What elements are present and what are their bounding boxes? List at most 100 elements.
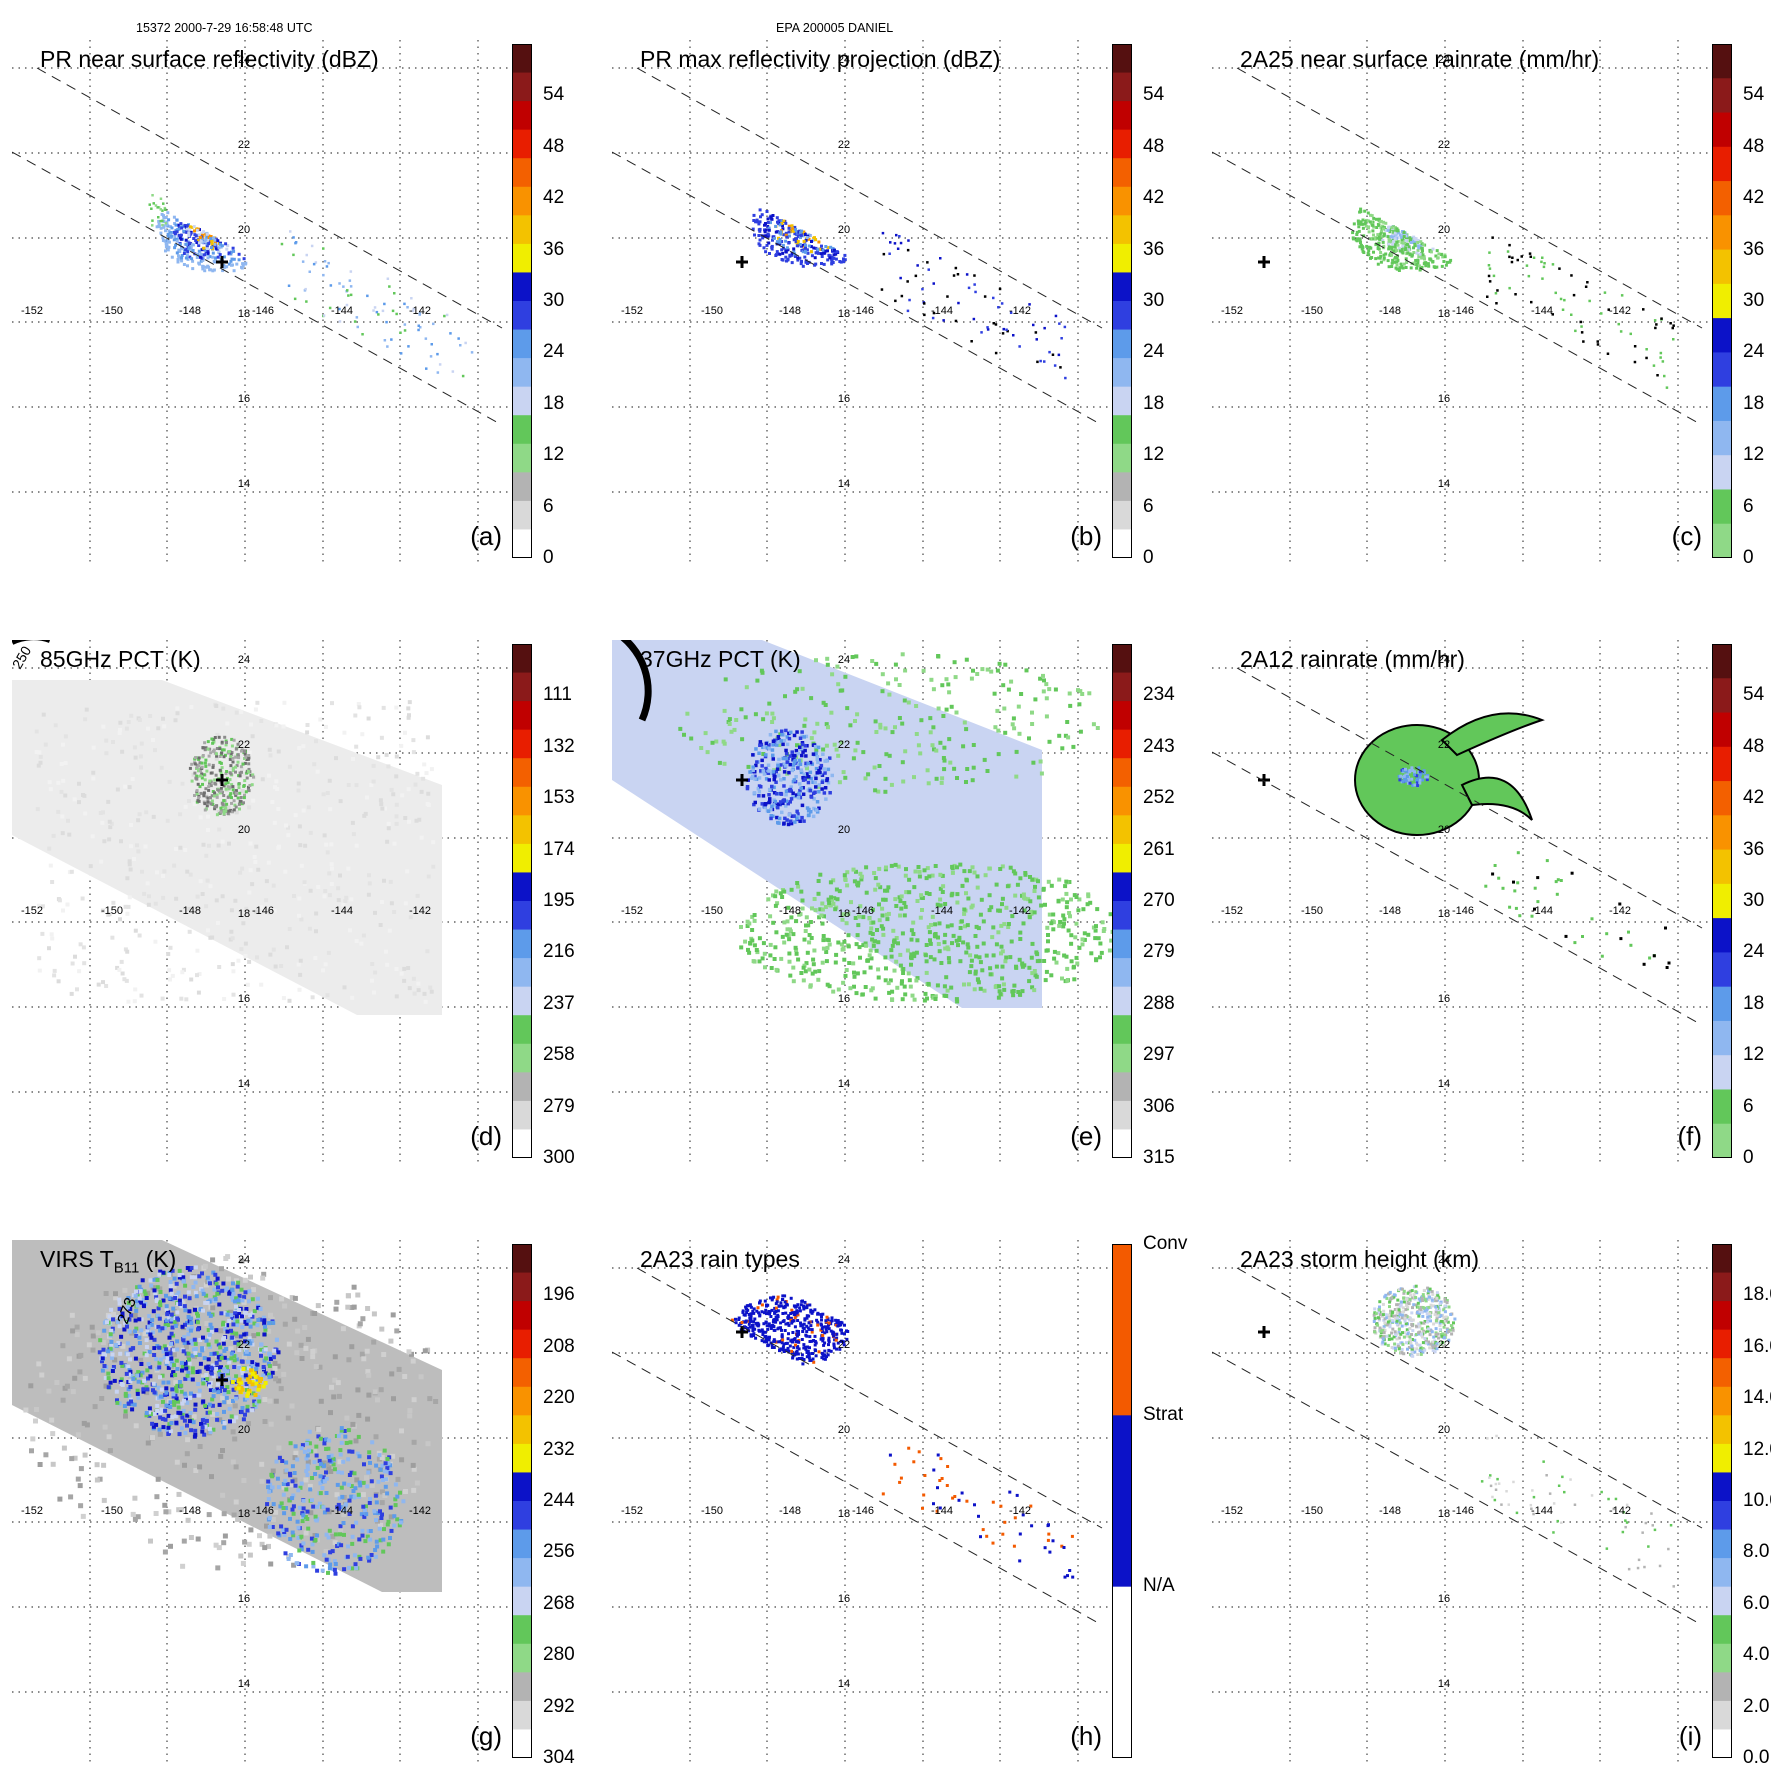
rain-pixel bbox=[874, 661, 879, 666]
rain-pixel bbox=[1536, 900, 1540, 904]
rain-pixel bbox=[898, 913, 903, 918]
rain-pixel bbox=[1435, 265, 1439, 269]
rain-pixel bbox=[226, 1390, 231, 1395]
rain-pixel bbox=[909, 952, 914, 957]
rain-pixel bbox=[224, 806, 228, 810]
tb-pixel bbox=[407, 986, 412, 991]
rain-pixel bbox=[1061, 924, 1066, 929]
rain-pixel bbox=[900, 652, 905, 657]
rain-pixel bbox=[913, 869, 918, 874]
rain-pixel bbox=[775, 901, 780, 906]
rain-pixel bbox=[1032, 323, 1035, 327]
colorbar-segment bbox=[512, 872, 532, 902]
rain-pixel bbox=[894, 959, 899, 964]
rain-pixel bbox=[1376, 247, 1380, 250]
tb-pixel bbox=[286, 825, 290, 830]
tb-pixel bbox=[123, 904, 128, 909]
rain-pixel bbox=[914, 950, 919, 955]
rain-pixel bbox=[758, 238, 762, 242]
rain-pixel bbox=[830, 255, 834, 259]
lat-tick-label: 20 bbox=[238, 224, 250, 236]
tb-pixel bbox=[373, 970, 378, 975]
rain-pixel bbox=[161, 209, 164, 212]
rain-pixel bbox=[168, 1351, 173, 1356]
rain-pixel bbox=[470, 351, 474, 354]
rain-pixel bbox=[1559, 879, 1563, 882]
rain-pixel bbox=[276, 1378, 282, 1384]
tb-pixel bbox=[302, 880, 307, 885]
rain-pixel bbox=[214, 256, 217, 260]
rain-pixel bbox=[799, 786, 804, 790]
rain-pixel bbox=[781, 801, 785, 806]
rain-pixel bbox=[855, 971, 860, 976]
rain-pixel bbox=[789, 887, 794, 892]
tb-pixel bbox=[267, 773, 271, 778]
rain-pixel bbox=[345, 1293, 351, 1299]
rain-pixel bbox=[267, 1398, 273, 1404]
rain-pixel bbox=[176, 1399, 180, 1404]
rain-pixel bbox=[215, 754, 219, 758]
colorbar-tick-label: 6 bbox=[1143, 495, 1154, 517]
rain-pixel bbox=[843, 258, 847, 262]
rain-pixel bbox=[978, 986, 983, 991]
panel-label: (a) bbox=[470, 521, 502, 551]
rain-pixel bbox=[1600, 312, 1603, 315]
tb-pixel bbox=[198, 879, 203, 884]
rain-pixel bbox=[1043, 978, 1048, 983]
rain-pixel bbox=[947, 960, 952, 965]
tb-pixel bbox=[49, 932, 54, 937]
tb-pixel bbox=[379, 802, 384, 807]
rain-pixel bbox=[156, 1324, 161, 1329]
tb-pixel bbox=[237, 778, 242, 783]
rain-pixel bbox=[1520, 255, 1523, 258]
rain-pixel bbox=[378, 1522, 383, 1528]
rain-pixel bbox=[60, 1397, 66, 1403]
rain-pixel bbox=[1406, 781, 1410, 785]
rain-pixel bbox=[1064, 891, 1069, 896]
rain-pixel bbox=[812, 897, 817, 901]
tb-pixel bbox=[180, 970, 185, 975]
rain-pixel bbox=[72, 1455, 78, 1461]
rain-pixel bbox=[832, 256, 836, 260]
rain-pixel bbox=[236, 742, 240, 746]
rain-pixel bbox=[69, 1312, 75, 1318]
rain-pixel bbox=[276, 1445, 282, 1451]
tb-pixel bbox=[59, 762, 64, 766]
lat-tick-label: 22 bbox=[838, 739, 850, 751]
rain-pixel bbox=[132, 1312, 138, 1318]
rain-pixel bbox=[1513, 889, 1517, 893]
rain-pixel bbox=[993, 725, 998, 730]
rain-pixel bbox=[804, 763, 808, 768]
tb-pixel bbox=[342, 730, 347, 735]
rain-pixel bbox=[916, 743, 921, 748]
tb-pixel bbox=[297, 913, 302, 918]
rain-pixel bbox=[975, 672, 980, 676]
rain-pixel bbox=[206, 1342, 211, 1347]
tb-pixel bbox=[347, 928, 352, 933]
rain-pixel bbox=[743, 715, 748, 720]
rain-pixel bbox=[239, 1258, 245, 1264]
lat-tick-label: 18 bbox=[238, 908, 250, 920]
rain-pixel bbox=[170, 1325, 175, 1330]
rain-pixel bbox=[128, 1347, 133, 1352]
rain-pixel bbox=[219, 1365, 223, 1370]
rain-pixel bbox=[820, 787, 824, 791]
tb-pixel bbox=[394, 774, 399, 779]
scattered-echoes bbox=[148, 194, 168, 227]
rain-pixel bbox=[822, 914, 826, 919]
rain-pixel bbox=[782, 219, 786, 223]
tb-pixel bbox=[88, 864, 93, 869]
swath-edge-line bbox=[1236, 667, 1703, 929]
tb-pixel bbox=[130, 777, 135, 782]
rain-pixel bbox=[234, 789, 238, 793]
tb-pixel bbox=[326, 950, 331, 955]
rain-pixel bbox=[952, 863, 957, 868]
rain-pixel bbox=[881, 932, 886, 937]
rain-pixel bbox=[294, 241, 298, 244]
rain-pixel bbox=[1076, 908, 1081, 913]
rain-pixel bbox=[814, 748, 819, 753]
rain-pixel bbox=[28, 1383, 34, 1389]
rain-pixel bbox=[1401, 779, 1405, 783]
rain-pixel bbox=[912, 951, 917, 956]
rain-pixel bbox=[135, 1514, 141, 1520]
